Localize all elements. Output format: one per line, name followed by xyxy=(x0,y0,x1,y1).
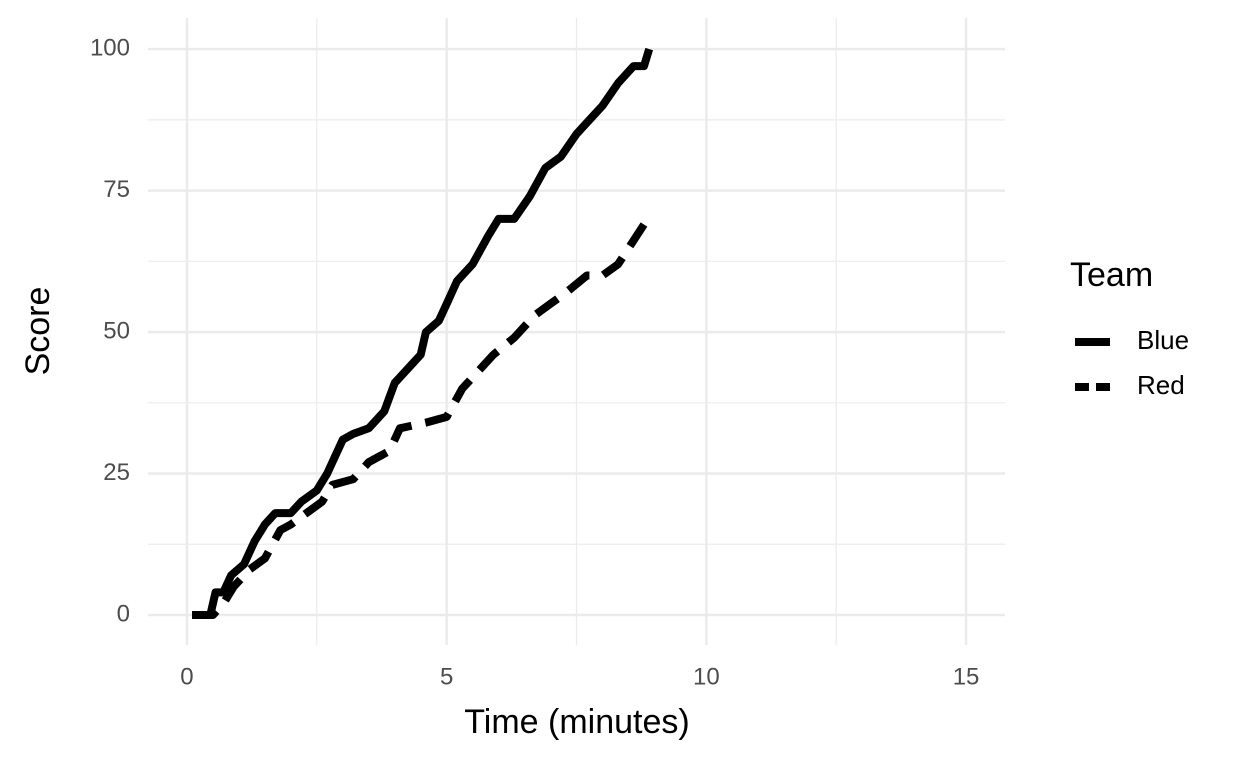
series-line xyxy=(192,47,654,619)
grid xyxy=(148,18,1005,645)
y-tick-label: 25 xyxy=(103,459,130,486)
series-line xyxy=(192,222,648,619)
legend-label: Red xyxy=(1137,370,1185,400)
legend-title: Team xyxy=(1070,256,1153,294)
x-tick-label: 5 xyxy=(440,663,453,690)
lines xyxy=(192,47,654,619)
legend: Blue Red xyxy=(1075,325,1189,400)
y-axis-title: Score xyxy=(19,287,57,376)
y-tick-label: 75 xyxy=(103,176,130,203)
y-tick-label: 0 xyxy=(117,600,130,627)
y-tick-label: 100 xyxy=(90,34,130,61)
x-tick-label: 0 xyxy=(180,663,193,690)
legend-label: Blue xyxy=(1137,325,1189,355)
x-axis-title: Time (minutes) xyxy=(464,703,689,741)
x-tick-label: 10 xyxy=(693,663,720,690)
x-tick-label: 15 xyxy=(953,663,980,690)
y-tick-label: 50 xyxy=(103,317,130,344)
